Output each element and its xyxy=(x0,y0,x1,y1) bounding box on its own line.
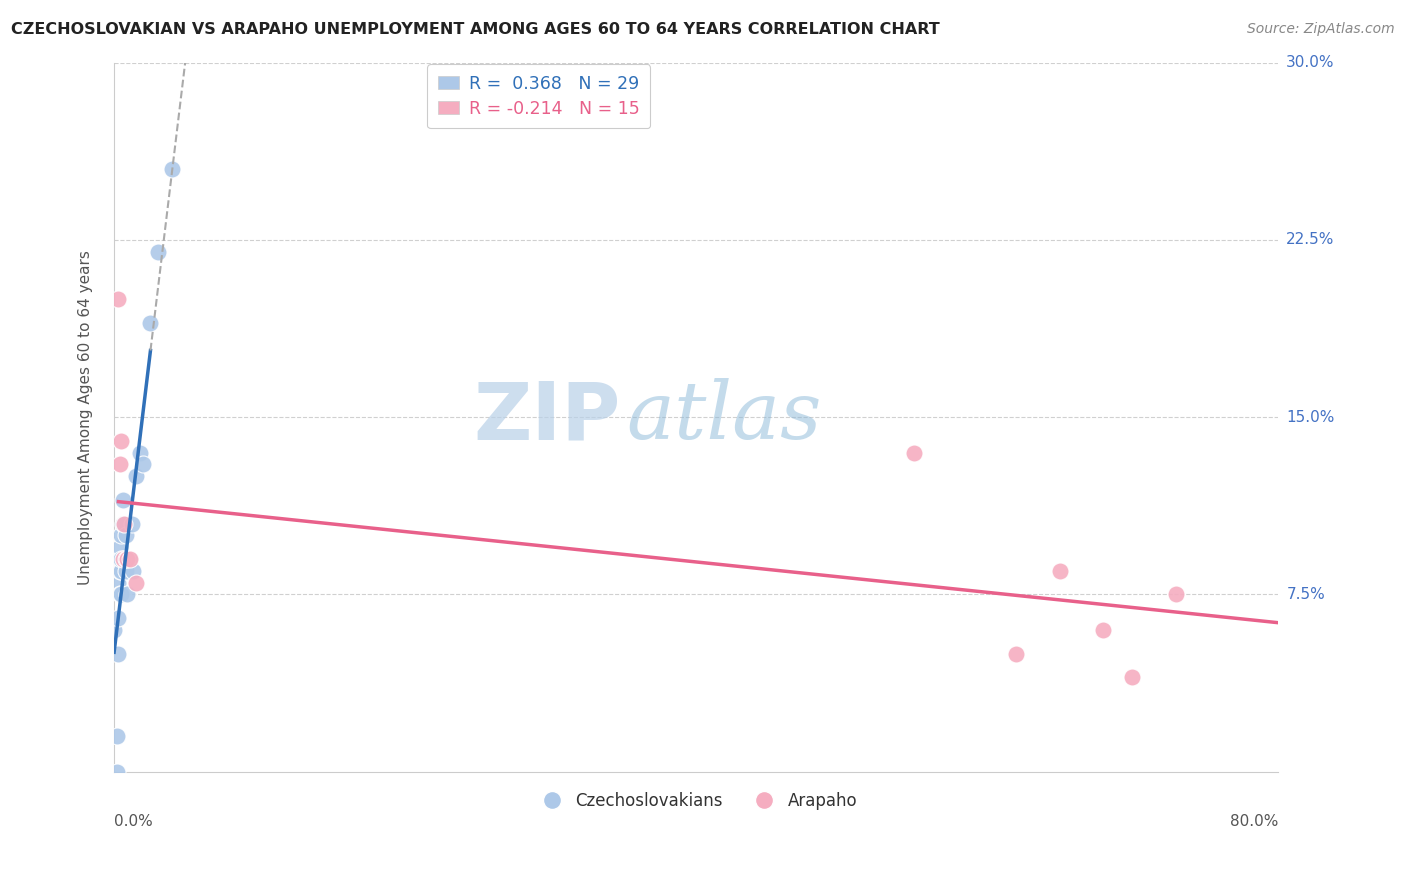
Point xyxy=(129,445,152,459)
Point xyxy=(112,516,135,531)
Point xyxy=(125,575,148,590)
Point xyxy=(114,528,136,542)
Text: CZECHOSLOVAKIAN VS ARAPAHO UNEMPLOYMENT AMONG AGES 60 TO 64 YEARS CORRELATION CH: CZECHOSLOVAKIAN VS ARAPAHO UNEMPLOYMENT … xyxy=(11,22,941,37)
Point xyxy=(110,552,132,566)
Point xyxy=(105,764,128,779)
Text: 15.0%: 15.0% xyxy=(1286,409,1334,425)
Text: 30.0%: 30.0% xyxy=(1286,55,1334,70)
Point xyxy=(114,552,136,566)
Point xyxy=(108,564,131,578)
Point xyxy=(111,492,134,507)
Point xyxy=(103,623,125,637)
Point xyxy=(1049,564,1071,578)
Text: 22.5%: 22.5% xyxy=(1286,233,1334,247)
Point xyxy=(111,516,134,531)
Point xyxy=(110,564,132,578)
Point xyxy=(132,458,155,472)
Point xyxy=(107,292,129,306)
Point xyxy=(1005,647,1028,661)
Text: 80.0%: 80.0% xyxy=(1230,814,1278,830)
Text: ZIP: ZIP xyxy=(472,378,620,456)
Text: atlas: atlas xyxy=(626,378,821,456)
Legend: Czechoslovakians, Arapaho: Czechoslovakians, Arapaho xyxy=(529,785,863,816)
Point xyxy=(107,611,129,625)
Point xyxy=(110,587,132,601)
Text: 7.5%: 7.5% xyxy=(1286,587,1324,602)
Point xyxy=(162,161,184,176)
Y-axis label: Unemployment Among Ages 60 to 64 years: Unemployment Among Ages 60 to 64 years xyxy=(79,250,93,584)
Point xyxy=(107,647,129,661)
Point xyxy=(114,564,136,578)
Text: Source: ZipAtlas.com: Source: ZipAtlas.com xyxy=(1247,22,1395,37)
Point xyxy=(110,528,132,542)
Point xyxy=(115,587,138,601)
Text: 0.0%: 0.0% xyxy=(114,814,153,830)
Point xyxy=(115,552,138,566)
Point xyxy=(903,445,925,459)
Point xyxy=(1121,670,1143,684)
Point xyxy=(108,540,131,554)
Point xyxy=(108,587,131,601)
Point xyxy=(1164,587,1187,601)
Point xyxy=(121,516,143,531)
Point xyxy=(118,552,141,566)
Point xyxy=(112,552,135,566)
Point xyxy=(108,458,131,472)
Point xyxy=(1092,623,1115,637)
Point xyxy=(107,575,129,590)
Point xyxy=(146,244,169,259)
Point xyxy=(110,434,132,448)
Point xyxy=(139,316,162,330)
Point xyxy=(111,552,134,566)
Point xyxy=(120,552,142,566)
Point xyxy=(107,552,129,566)
Point xyxy=(105,729,128,743)
Point xyxy=(125,469,148,483)
Point xyxy=(122,564,145,578)
